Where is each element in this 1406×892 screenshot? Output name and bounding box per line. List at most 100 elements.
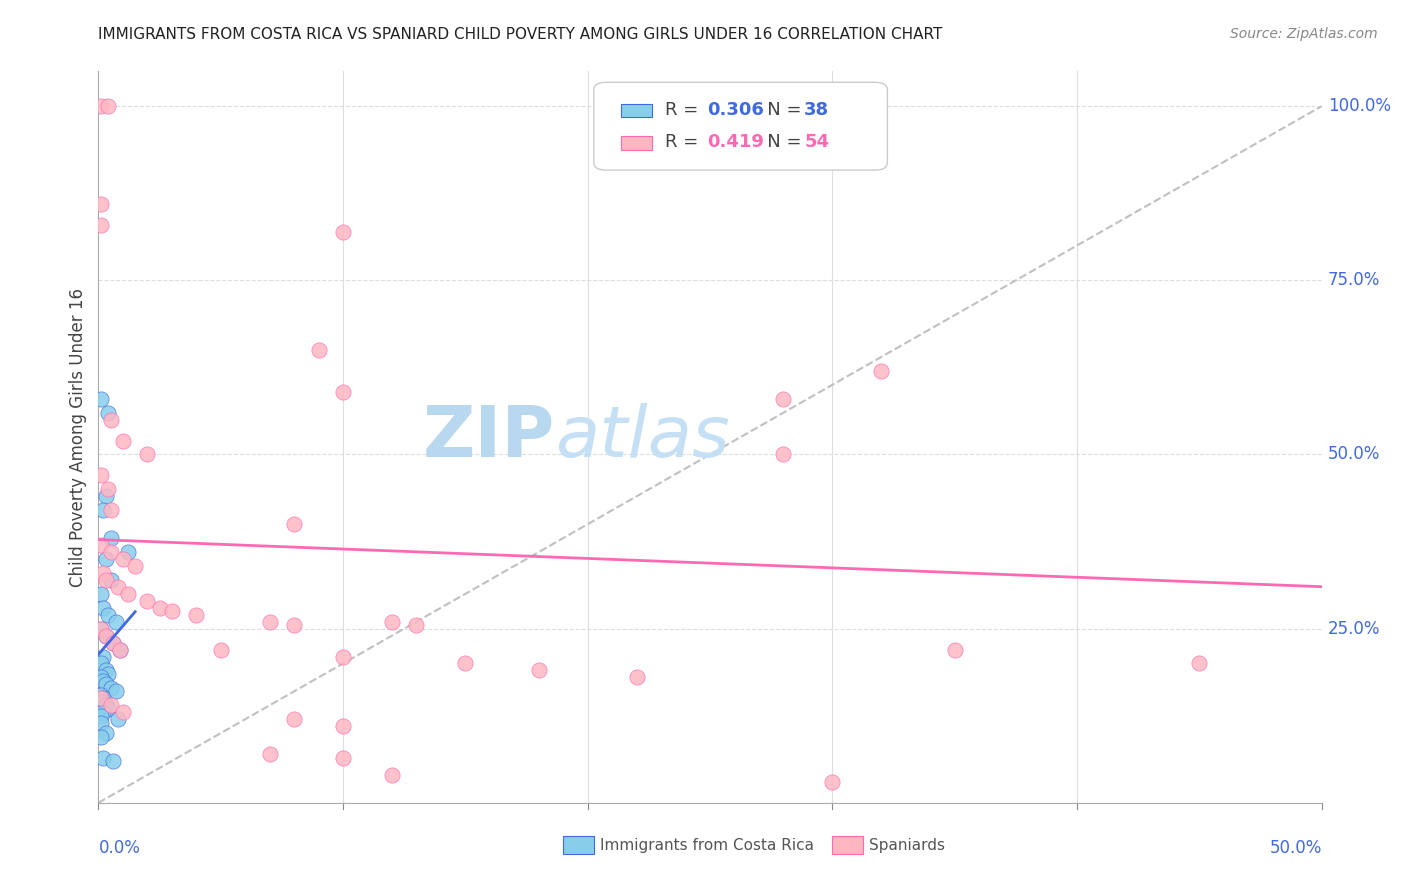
Point [100,531,122,545]
Point [91,691,114,706]
FancyBboxPatch shape [564,836,593,854]
Text: 100.0%: 100.0% [1327,97,1391,115]
Point [94,573,117,587]
Point [943,642,966,657]
Text: N =: N = [751,133,807,152]
Point [117,587,139,601]
Point [97,99,120,113]
Point [111,552,134,566]
Point [110,642,132,657]
Text: R =: R = [665,133,704,152]
Point [94,726,117,740]
Point [308,343,330,357]
Y-axis label: Child Poverty Among Girls Under 16: Child Poverty Among Girls Under 16 [69,287,87,587]
Text: 25.0%: 25.0% [1327,620,1381,638]
Point [91,705,114,719]
Point [90,622,112,636]
Text: IMMIGRANTS FROM COSTA RICA VS SPANIARD CHILD POVERTY AMONG GIRLS UNDER 16 CORREL: IMMIGRANTS FROM COSTA RICA VS SPANIARD C… [98,27,943,42]
Point [90,622,112,636]
Text: 38: 38 [804,101,830,120]
Point [821,775,844,789]
Point [332,750,354,764]
Point [209,642,232,657]
Point [283,712,305,726]
Point [90,730,112,744]
Point [870,364,893,378]
Text: atlas: atlas [555,402,730,472]
Point [124,558,146,573]
Point [97,667,120,681]
Text: 50.0%: 50.0% [1270,839,1322,857]
Point [90,468,112,483]
Point [111,705,134,719]
FancyBboxPatch shape [832,836,863,854]
Point [94,698,117,713]
Point [97,607,120,622]
FancyBboxPatch shape [593,82,887,170]
Text: R =: R = [665,101,704,120]
Text: Source: ZipAtlas.com: Source: ZipAtlas.com [1230,27,1378,41]
Point [94,664,117,678]
Point [283,517,305,532]
Point [110,642,132,657]
Point [136,594,159,608]
Point [1188,657,1211,671]
Point [100,503,122,517]
Text: 50.0%: 50.0% [1327,445,1381,464]
Point [90,392,112,406]
Point [772,99,794,113]
Point [100,698,122,713]
FancyBboxPatch shape [620,104,651,118]
Point [91,503,114,517]
Text: 75.0%: 75.0% [1327,271,1381,289]
Point [259,747,281,761]
Point [94,629,117,643]
Point [91,566,114,580]
Point [186,607,208,622]
Point [90,196,112,211]
Point [104,684,127,698]
Point [332,225,354,239]
Point [149,600,172,615]
Point [111,434,134,448]
Point [527,664,550,678]
Point [90,715,112,730]
Point [100,681,122,695]
Point [283,618,305,632]
Point [101,635,124,649]
Point [107,712,129,726]
Point [90,670,112,684]
Point [90,538,112,552]
Point [101,635,124,649]
Point [107,580,129,594]
Point [91,673,114,688]
Point [626,670,648,684]
Point [104,615,127,629]
Point [772,392,794,406]
Point [90,657,112,671]
Point [94,489,117,503]
Point [90,587,112,601]
Point [381,615,404,629]
Point [332,384,354,399]
Text: 0.0%: 0.0% [98,839,141,857]
Point [772,448,794,462]
Point [97,406,120,420]
Point [91,600,114,615]
Point [90,691,112,706]
Point [259,615,281,629]
Point [332,649,354,664]
Point [97,702,120,716]
Point [160,604,183,618]
Point [94,677,117,691]
Point [90,688,112,702]
Text: Spaniards: Spaniards [869,838,945,853]
Point [90,99,112,113]
Point [94,552,117,566]
FancyBboxPatch shape [620,136,651,150]
Point [117,545,139,559]
Point [90,695,112,709]
Point [91,750,114,764]
Point [101,754,124,768]
Point [100,573,122,587]
